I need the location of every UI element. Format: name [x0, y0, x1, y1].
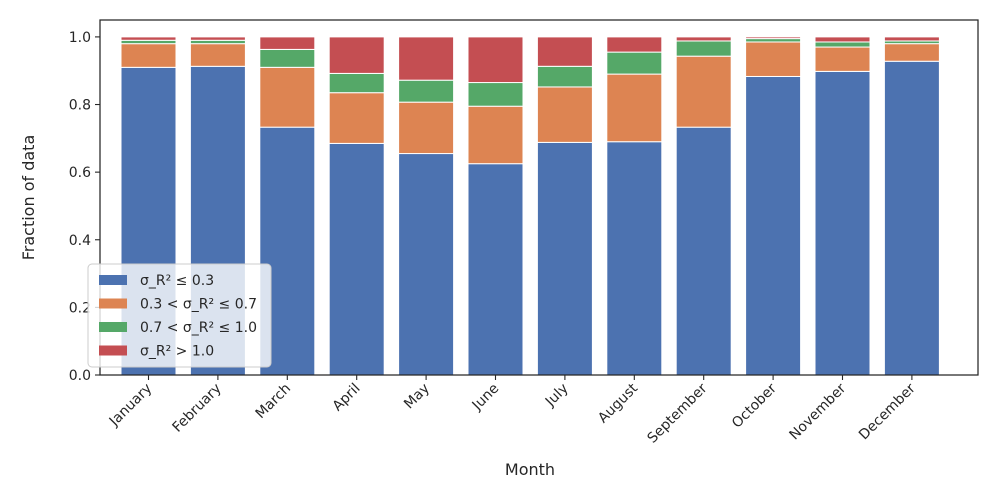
bar-november-series-3	[814, 41, 871, 48]
x-tick-label-november: November	[787, 380, 850, 443]
bar-october-series-3	[745, 38, 802, 43]
bar-february-series-2	[189, 43, 246, 67]
bar-july-series-4	[536, 36, 593, 67]
x-tick-label-december: December	[856, 380, 919, 443]
bar-april-series-2	[328, 92, 385, 144]
bar-december-series-2	[883, 43, 940, 62]
bar-april-series-1	[328, 142, 385, 376]
y-tick-label: 0.6	[69, 165, 91, 181]
bar-november-series-2	[814, 46, 871, 72]
x-axis: January February March April May June July Augu…	[106, 375, 919, 447]
bar-may-series-3	[398, 79, 455, 103]
bar-september-series-2	[675, 55, 732, 128]
x-tick-label-april: April	[330, 381, 364, 415]
x-tick-label-october: October	[729, 380, 780, 431]
y-tick-label: 0.0	[69, 368, 91, 384]
bar-may-series-4	[398, 36, 455, 81]
y-tick-label: 0.8	[69, 98, 91, 114]
x-tick-label-september: September	[644, 380, 710, 446]
bar-february-series-3	[189, 39, 246, 45]
legend-swatch-4	[99, 345, 127, 356]
bar-january-series-4	[120, 36, 177, 41]
bar-july-series-2	[536, 86, 593, 143]
bar-january-series-3	[120, 39, 177, 45]
legend-swatch-2	[99, 298, 127, 309]
bar-june-series-2	[467, 105, 524, 165]
legend-swatch-3	[99, 322, 127, 332]
y-tick-label: 1.0	[69, 30, 91, 46]
x-tick-label-march: March	[253, 381, 294, 422]
bar-may-series-1	[398, 153, 455, 376]
x-axis-label: Month	[505, 460, 555, 479]
x-tick-label-june: June	[469, 381, 503, 415]
bar-november-series-1	[814, 70, 871, 376]
legend-label-2: 0.3 < σ_R² ≤ 0.7	[140, 297, 257, 313]
bar-june-series-4	[467, 36, 524, 84]
legend-box	[87, 263, 272, 368]
y-axis-label: Fraction of data	[19, 135, 38, 261]
bar-july-series-1	[536, 141, 593, 376]
bar-august-series-3	[606, 51, 663, 75]
legend-label-1: σ_R² ≤ 0.3	[140, 273, 214, 289]
bar-june-series-3	[467, 82, 524, 107]
x-tick-label-may: May	[401, 381, 433, 413]
bar-august-series-2	[606, 73, 663, 143]
bar-april-series-3	[328, 72, 385, 94]
y-tick-label: 0.2	[69, 300, 91, 316]
x-tick-label-february: February	[170, 381, 225, 436]
bar-october-series-1	[745, 75, 802, 376]
bar-july-series-3	[536, 65, 593, 88]
x-tick-label-january: January	[106, 381, 156, 431]
legend: σ_R² ≤ 0.3 0.3 < σ_R² ≤ 0.7 0.7 < σ_R² ≤ 1…	[87, 263, 272, 368]
y-axis: 0.0 0.2 0.4 0.6 0.8 1.0	[69, 30, 100, 384]
legend-swatch-1	[99, 275, 127, 285]
legend-label-3: 0.7 < σ_R² ≤ 1.0	[140, 320, 257, 336]
bar-december-series-4	[883, 36, 940, 42]
plot-frame	[99, 19, 979, 376]
bar-march-series-2	[259, 66, 316, 128]
bar-october-series-4	[745, 36, 802, 40]
x-tick-label-july: July	[542, 381, 572, 411]
bar-february-series-4	[189, 36, 246, 41]
bar-september-series-3	[675, 40, 732, 57]
legend-label-4: σ_R² > 1.0	[140, 344, 214, 360]
bar-september-series-1	[675, 126, 732, 376]
bar-august-series-1	[606, 141, 663, 376]
bar-october-series-2	[745, 41, 802, 77]
bar-march-series-3	[259, 48, 316, 68]
bar-november-series-4	[814, 36, 871, 43]
bar-december-series-1	[883, 60, 940, 376]
bar-march-series-4	[259, 36, 316, 50]
bar-august-series-4	[606, 36, 663, 53]
bar-september-series-4	[675, 36, 732, 42]
bar-june-series-1	[467, 163, 524, 376]
x-tick-label-august: August	[595, 380, 641, 426]
bar-may-series-2	[398, 101, 455, 155]
bar-january-series-2	[120, 43, 177, 68]
bar-march-series-1	[259, 126, 316, 376]
y-tick-label: 0.4	[69, 233, 91, 249]
bar-april-series-4	[328, 36, 385, 74]
